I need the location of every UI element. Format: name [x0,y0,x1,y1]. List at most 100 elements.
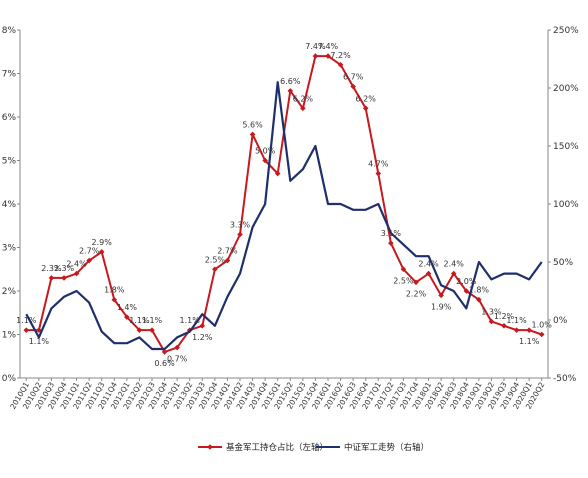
left-tick-label: 2% [2,287,17,297]
data-label: 1.1% [16,316,37,325]
holding-ratio-point [526,327,532,333]
holding-ratio-point [111,296,118,303]
holding-ratio-point [36,327,42,333]
series-layer [23,53,545,355]
right-tick-label: 0% [553,316,568,326]
holding-ratio-point [488,318,495,325]
holding-ratio-point [513,327,520,333]
right-tick-label: -50% [553,374,577,384]
holding-ratio-point [538,331,545,338]
holding-ratio-point [73,270,80,277]
legend-label-holding-ratio: 基金军工持仓占比（左轴） [226,442,328,453]
data-label: 2.3% [54,264,75,273]
holding-ratio-point [161,349,168,355]
right-tick-label: 150% [553,142,579,152]
holding-ratio-point [274,170,281,177]
data-label: 2.7% [217,247,238,256]
holding-ratio-point [438,292,444,299]
holding-ratio-point [476,296,482,303]
holding-ratio-point [124,314,130,320]
holding-ratio-point [249,131,256,138]
left-tick-label: 1% [2,331,17,341]
legend-marker-icon [207,444,213,450]
data-label: 1.9% [431,302,452,311]
index-line [25,81,543,351]
data-label: 1.1% [29,337,50,346]
left-tick-label: 7% [2,70,17,80]
data-label: 6.2% [293,94,314,103]
data-label: 1.1% [506,316,527,325]
data-label: 6.7% [343,73,364,82]
holding-ratio-point [61,275,67,281]
holding-ratio-point [400,266,407,273]
data-label: 6.2% [356,94,377,103]
holding-ratio-point [300,105,306,112]
holding-ratio-point [237,231,243,238]
data-label: 7.2% [330,51,351,60]
data-label: 0.6% [154,359,175,368]
left-tick-label: 8% [2,26,17,36]
holding-ratio-point [287,88,294,94]
data-label: 2.3% [41,264,62,273]
data-label: 1.8% [104,286,125,295]
data-label: 2.7% [79,247,100,256]
holding-ratio-point [325,53,331,59]
holding-ratio-point [388,240,394,246]
data-label: 1.1% [519,337,540,346]
holding-ratio-point [425,270,432,277]
data-label: 2.5% [393,276,414,285]
right-tick-label: 50% [553,258,573,268]
holding-ratio-point [450,270,457,277]
holding-ratio-point [463,288,470,294]
holding-ratio-point [149,327,155,333]
holding-ratio-point [174,344,180,351]
holding-ratio-point [136,327,143,333]
data-label: 5.0% [255,147,276,156]
data-label: 1.1% [142,316,163,325]
left-tick-label: 0% [2,374,17,384]
left-tick-label: 5% [2,157,17,167]
holding-ratio-point [262,157,268,164]
data-label: 2.4% [444,260,465,269]
holding-ratio-point [375,170,382,177]
data-label: 7.4% [305,42,326,51]
holding-ratio-point [501,323,507,329]
data-label: 1.1% [180,316,201,325]
axes-layer: 0% 1% 2% 3% 4% 5% 6% 7% 8% -50% 0% 50% 100% 150% 200% 2… [2,26,579,411]
data-label: 1.4% [117,303,138,312]
holding-ratio-point [199,323,206,329]
data-label: 2.9% [92,238,113,247]
holding-ratio-point [413,279,419,286]
right-tick-label: 100% [553,200,579,210]
data-label: 2.4% [418,260,439,269]
right-tick-label: 250% [553,26,579,36]
data-label: 3.3% [230,220,251,229]
holding-ratio-point [312,53,319,59]
holding-ratio-point [224,257,231,264]
data-label: 6.6% [280,77,301,86]
data-label: 1.8% [469,286,490,295]
holding-ratio-point [86,257,92,264]
data-label: 1.1% [129,316,150,325]
data-label: 1.3% [481,307,502,316]
holding-ratio-point [350,83,356,90]
data-label: 2.4% [66,260,87,269]
data-label: 2.2% [406,289,427,298]
holding-ratio-point [212,266,218,273]
data-label: 1.2% [192,333,213,342]
holding-ratio-point [98,249,105,255]
right-tick-label: 200% [553,84,579,94]
data-label: 2.0% [456,277,477,286]
holding-ratio-point [23,327,30,333]
left-tick-label: 6% [2,113,17,123]
left-tick-label: 3% [2,244,17,254]
data-label: 3.1% [381,229,402,238]
data-label: 1.0% [532,321,553,330]
labels-layer: 1.1%1.1%2.3%2.3%2.4%2.7%2.9%1.8%1.4%1.1%… [16,42,552,368]
data-label: 1.2% [494,312,515,321]
holding-ratio-point [48,275,55,281]
legend-label-index: 中证军工走势（右轴） [344,442,429,453]
legend: 基金军工持仓占比（左轴） 中证军工走势（右轴） [198,442,429,453]
